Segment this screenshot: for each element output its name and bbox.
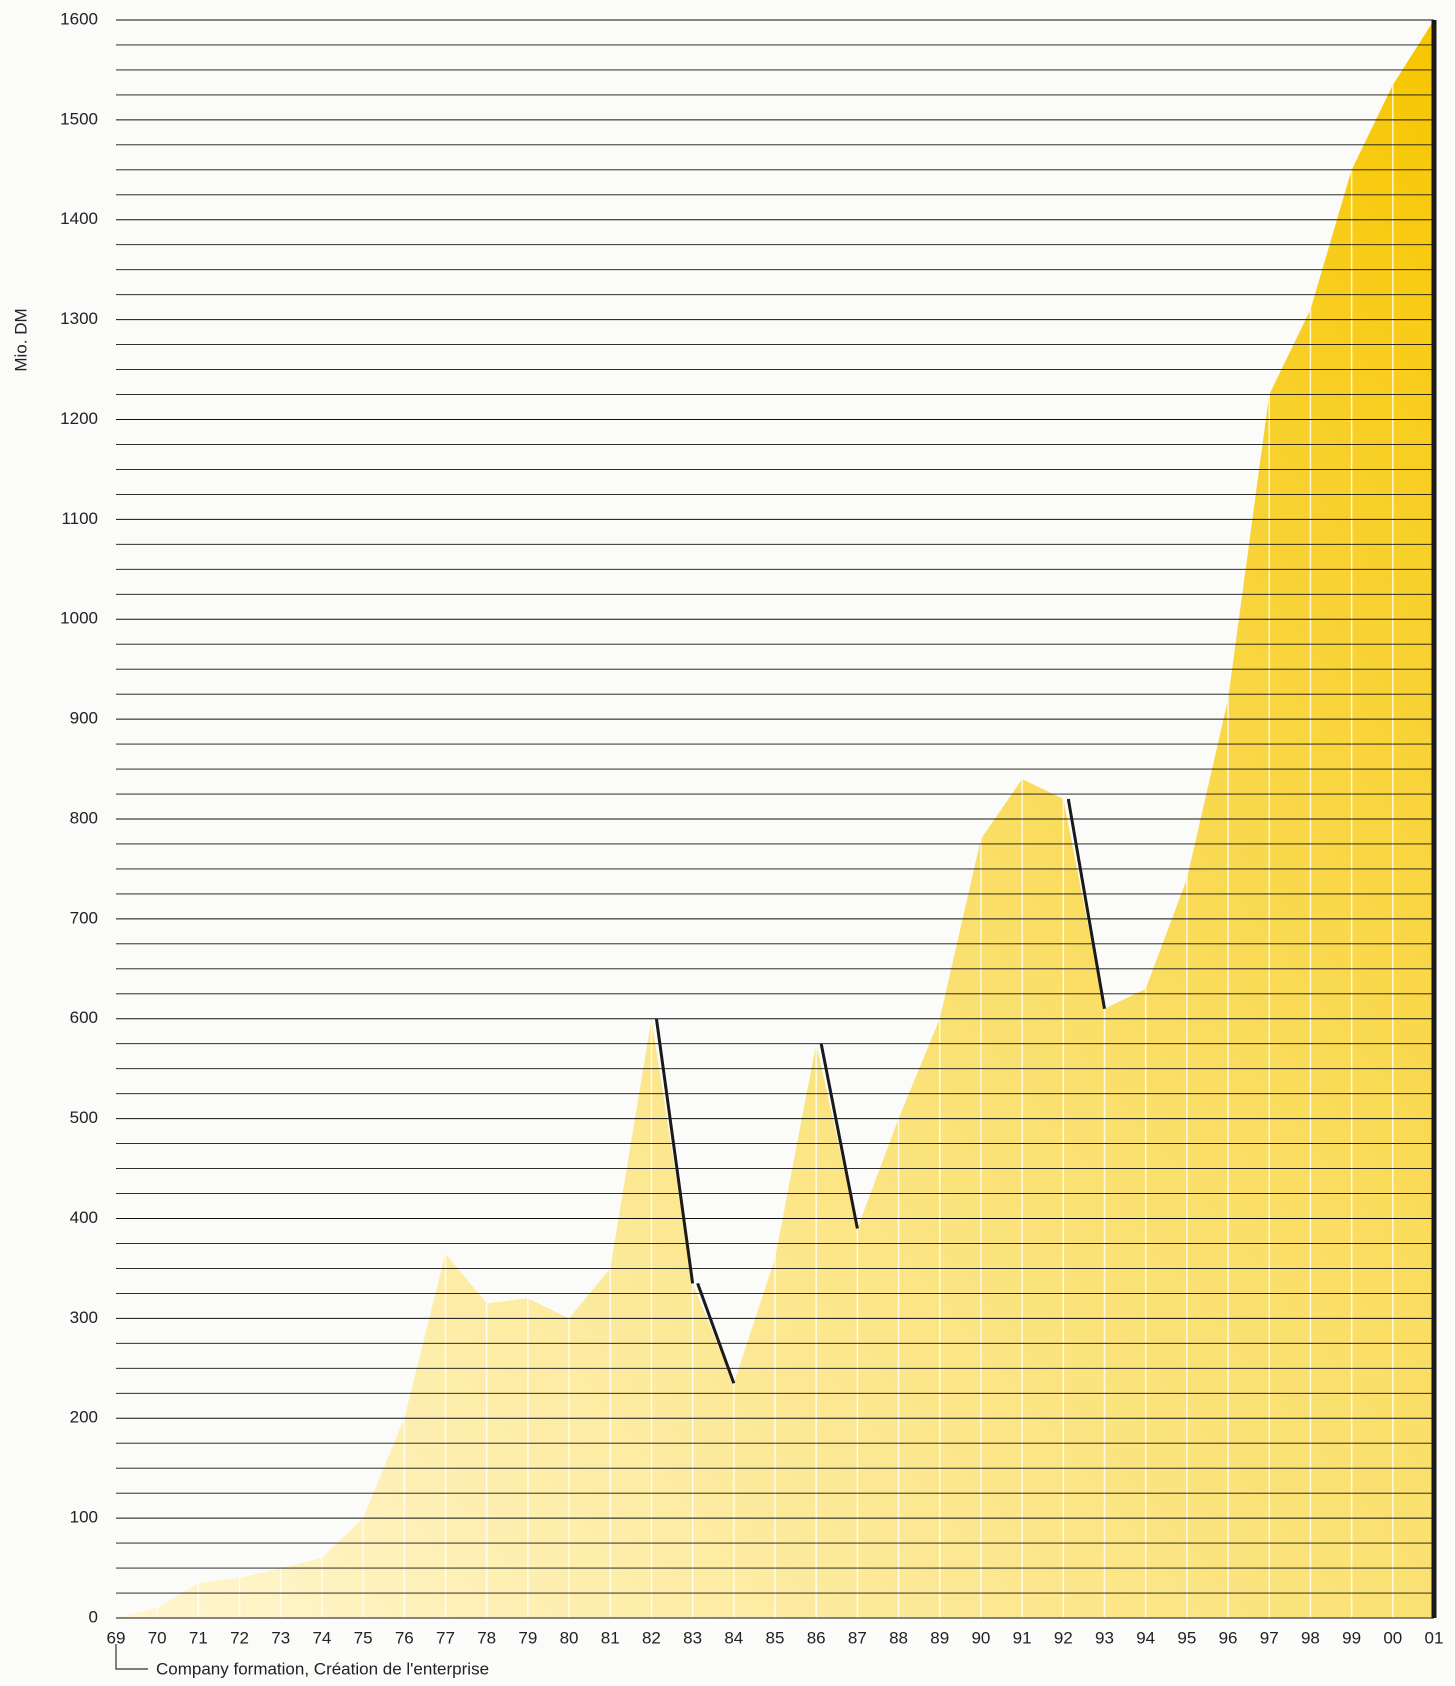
x-tick-label: 69 — [107, 1628, 126, 1647]
y-tick-label: 0 — [89, 1607, 98, 1626]
y-tick-label: 600 — [70, 1008, 98, 1027]
x-tick-label: 96 — [1219, 1628, 1238, 1647]
x-tick-label: 74 — [312, 1628, 331, 1647]
x-tick-label: 83 — [683, 1628, 702, 1647]
x-tick-label: 88 — [889, 1628, 908, 1647]
y-tick-label: 300 — [70, 1308, 98, 1327]
y-tick-label: 800 — [70, 808, 98, 827]
x-tick-label: 95 — [1177, 1628, 1196, 1647]
x-tick-label: 75 — [354, 1628, 373, 1647]
x-tick-label: 90 — [971, 1628, 990, 1647]
x-tick-label: 81 — [601, 1628, 620, 1647]
x-tick-label: 71 — [189, 1628, 208, 1647]
x-tick-label: 91 — [1013, 1628, 1032, 1647]
x-tick-label: 89 — [930, 1628, 949, 1647]
y-tick-label: 100 — [70, 1508, 98, 1527]
y-tick-label: 1100 — [61, 509, 98, 528]
y-axis-label: Mio. DM — [11, 308, 30, 371]
x-tick-label: 77 — [436, 1628, 455, 1647]
chart: Mio. DM Company formation, Création de l… — [0, 0, 1455, 1681]
x-tick-label: 76 — [395, 1628, 414, 1647]
x-tick-label: 92 — [1054, 1628, 1073, 1647]
x-tick-label: 97 — [1260, 1628, 1279, 1647]
x-tick-label: 98 — [1301, 1628, 1320, 1647]
x-tick-label: 01 — [1425, 1628, 1444, 1647]
x-tick-label: 79 — [518, 1628, 537, 1647]
y-tick-label: 1300 — [60, 309, 98, 328]
x-tick-label: 80 — [560, 1628, 579, 1647]
y-tick-label: 1000 — [60, 609, 98, 628]
x-tick-label: 94 — [1136, 1628, 1155, 1647]
x-tick-label: 99 — [1342, 1628, 1361, 1647]
y-tick-label: 400 — [70, 1208, 98, 1227]
x-tick-label: 87 — [848, 1628, 867, 1647]
y-tick-label: 1600 — [60, 9, 98, 28]
x-tick-label: 85 — [766, 1628, 785, 1647]
y-tick-label: 1500 — [60, 109, 98, 128]
x-tick-label: 00 — [1383, 1628, 1402, 1647]
y-tick-label: 900 — [70, 709, 98, 728]
x-tick-label: 73 — [271, 1628, 290, 1647]
y-tick-label: 200 — [70, 1408, 98, 1427]
page: Mio. DM Company formation, Création de l… — [0, 0, 1455, 1681]
x-tick-label: 86 — [807, 1628, 826, 1647]
x-tick-label: 84 — [724, 1628, 743, 1647]
x-tick-label: 82 — [642, 1628, 661, 1647]
x-tick-label: 72 — [230, 1628, 249, 1647]
x-tick-label: 93 — [1095, 1628, 1114, 1647]
y-tick-label: 1400 — [60, 209, 98, 228]
y-tick-label: 700 — [70, 908, 98, 927]
annotation: Company formation, Création de l'enterpr… — [156, 1659, 489, 1678]
y-tick-label: 1200 — [60, 409, 98, 428]
x-tick-label: 70 — [148, 1628, 167, 1647]
y-tick-label: 500 — [70, 1108, 98, 1127]
x-tick-label: 78 — [477, 1628, 496, 1647]
